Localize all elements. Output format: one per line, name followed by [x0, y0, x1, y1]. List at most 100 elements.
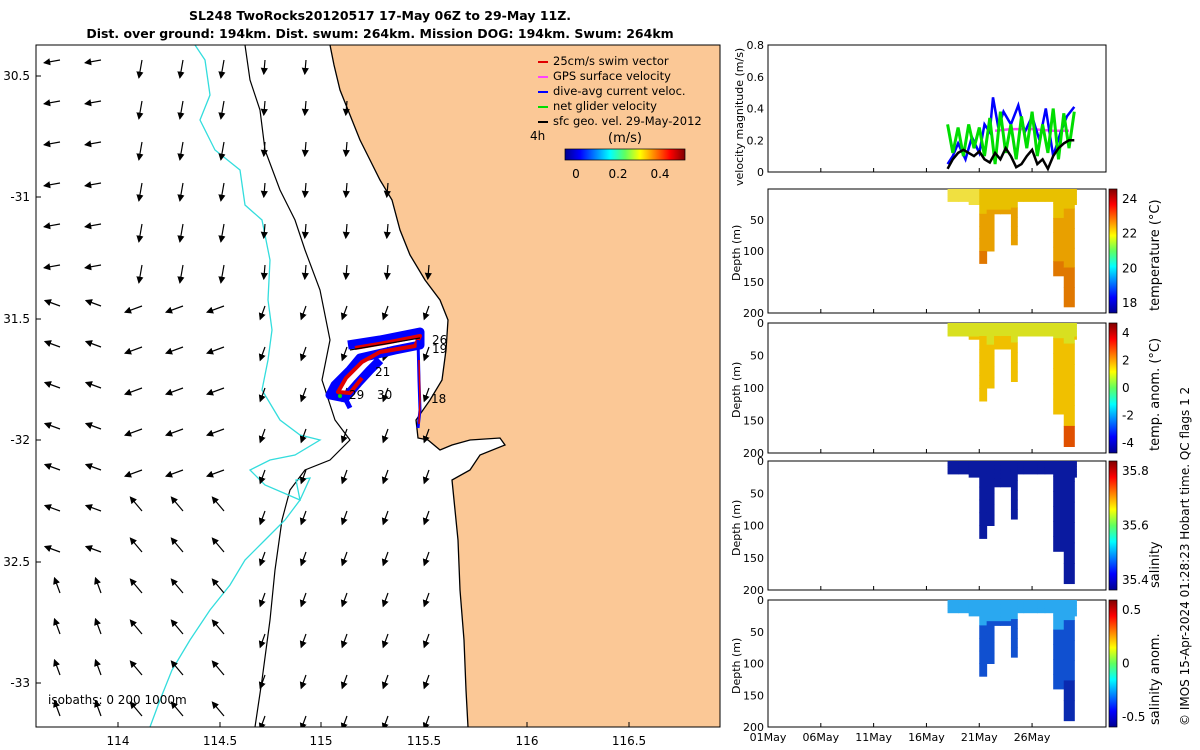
time-tick: 01May	[750, 731, 787, 744]
panel-colorbar	[1108, 322, 1118, 454]
depth-tick: 50	[750, 626, 764, 639]
colorbar-tick: 35.4	[1122, 573, 1149, 587]
velocity-series	[946, 108, 1076, 165]
track-label-19: 19	[432, 342, 447, 356]
time-marker: 4h	[530, 129, 545, 143]
track-label-18: 18	[431, 392, 446, 406]
colorbar-tick: 24	[1122, 192, 1137, 206]
map-frame	[35, 44, 721, 728]
velocity-series	[946, 139, 1075, 172]
map-colorbar-tick: 0	[572, 167, 580, 181]
colorbar-tick: 35.8	[1122, 464, 1149, 478]
colorbar-tick: 0.5	[1122, 603, 1141, 617]
colorbar-label: temp. anom. (°C)	[1148, 337, 1163, 451]
isobaths-label: isobaths: 0 200 1000m	[48, 693, 187, 707]
colorbar-tick: 35.6	[1122, 519, 1149, 533]
depth-tick: 150	[743, 415, 764, 428]
time-tick: 06May	[802, 731, 839, 744]
depth-tick: 50	[750, 350, 764, 363]
velocity-series	[994, 127, 1069, 132]
heatmap-panel	[767, 599, 1107, 728]
velocity-y-tick: 0.4	[747, 103, 765, 116]
legend-entry: GPS surface velocity	[553, 69, 671, 83]
map-colorbar-tick: 0.2	[608, 167, 627, 181]
imos-credit: © IMOS 15-Apr-2024 01:28:23 Hobart time.…	[1178, 386, 1192, 726]
map-y-tick: 30.5	[3, 69, 30, 83]
colorbar-label: temperature (°C)	[1148, 199, 1163, 311]
colorbar-tick: -0.5	[1122, 710, 1145, 724]
heatmap-panel	[767, 188, 1107, 314]
map-y-tick: -32	[10, 433, 30, 447]
legend-entry: net glider velocity	[553, 99, 657, 113]
legend-entry: sfc geo. vel. 29-May-2012	[553, 114, 702, 128]
legend-entry: 25cm/s swim vector	[553, 54, 669, 68]
map-x-tick: 115.5	[407, 734, 441, 748]
colorbar-tick: 2	[1122, 354, 1130, 368]
velocity-y-tick: 0.8	[747, 39, 765, 52]
depth-tick: 200	[743, 584, 764, 597]
colorbar-tick: -2	[1122, 409, 1134, 423]
land-mass	[330, 45, 720, 727]
depth-axis-label: Depth (m)	[730, 224, 743, 281]
heatmap-panel	[767, 322, 1107, 454]
heatmap-panel	[767, 460, 1107, 591]
depth-tick: 150	[743, 276, 764, 289]
track-label-21: 21	[375, 365, 390, 379]
geostrophic-current-vectors	[43, 58, 432, 727]
title-line-1: SL248 TwoRocks20120517 17-May 06Z to 29-…	[188, 8, 572, 23]
map-colorbar-title: (m/s)	[608, 131, 642, 146]
depth-tick: 100	[743, 520, 764, 533]
map-x-tick: 116.5	[612, 734, 646, 748]
track-label-29: 29	[349, 388, 364, 402]
depth-tick: 150	[743, 689, 764, 702]
velocity-y-tick: 0.2	[747, 134, 765, 147]
depth-tick: 200	[743, 447, 764, 460]
depth-tick: 0	[757, 594, 764, 607]
depth-tick: 50	[750, 214, 764, 227]
velocity-y-tick: 0.6	[747, 71, 765, 84]
colorbar-tick: -4	[1122, 436, 1134, 450]
map-x-tick: 114.5	[203, 734, 237, 748]
coastline	[329, 45, 507, 727]
time-tick: 21May	[961, 731, 998, 744]
depth-axis-label: Depth (m)	[730, 361, 743, 418]
time-tick: 16May	[908, 731, 945, 744]
colorbar-tick: 20	[1122, 261, 1137, 275]
colorbar-tick: 0	[1122, 381, 1130, 395]
depth-tick: 200	[743, 307, 764, 320]
track-label-26: 26	[432, 333, 447, 347]
colorbar-tick: 4	[1122, 326, 1130, 340]
isobath-1000m	[149, 45, 322, 727]
panel-colorbar	[1108, 460, 1118, 591]
depth-tick: 200	[743, 721, 764, 734]
map-x-tick: 115	[310, 734, 333, 748]
colorbar-tick: 0	[1122, 657, 1130, 671]
map-y-tick: -33	[10, 676, 30, 690]
panel-colorbar	[1108, 599, 1118, 728]
map-y-tick: 31.5	[3, 312, 30, 326]
depth-tick: 50	[750, 487, 764, 500]
depth-axis-label: Depth (m)	[730, 637, 743, 694]
map-y-tick: 32.5	[3, 555, 30, 569]
title-line-2: Dist. over ground: 194km. Dist. swum: 26…	[86, 26, 674, 41]
map-colorbar-tick: 0.4	[650, 167, 669, 181]
depth-tick: 100	[743, 658, 764, 671]
map-y-tick: -31	[10, 190, 30, 204]
colorbar-tick: 18	[1122, 296, 1137, 310]
panel-colorbar	[1108, 188, 1118, 314]
track-label-30: 30	[377, 388, 392, 402]
depth-tick: 0	[757, 317, 764, 330]
depth-tick: 0	[757, 455, 764, 468]
time-tick: 26May	[1014, 731, 1051, 744]
map-x-tick: 116	[516, 734, 539, 748]
velocity-panel	[767, 44, 1107, 173]
depth-tick: 150	[743, 552, 764, 565]
depth-tick: 100	[743, 382, 764, 395]
velocity-y-tick: 0	[757, 166, 764, 179]
depth-axis-label: Depth (m)	[730, 499, 743, 556]
colorbar-label: salinity	[1148, 541, 1163, 588]
colorbar-tick: 22	[1122, 227, 1137, 241]
glider-track	[325, 327, 425, 429]
